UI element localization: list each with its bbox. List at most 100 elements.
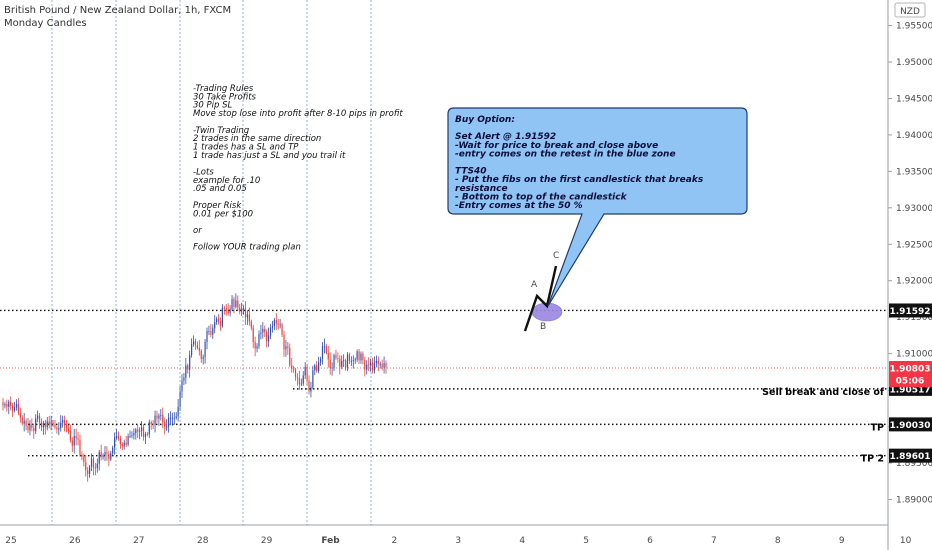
time-tick-label: 27: [133, 536, 144, 546]
candle-body: [383, 363, 385, 368]
candle-body: [160, 414, 162, 416]
time-axis[interactable]: 2526272829Feb234567891011: [0, 524, 932, 546]
candle-body: [77, 438, 79, 440]
candle-body: [302, 375, 304, 384]
candle-body: [154, 415, 156, 426]
candle-body: [150, 422, 152, 425]
candle-body: [37, 415, 39, 419]
candle-body: [229, 309, 231, 314]
candle-body: [42, 422, 45, 428]
candle-body: [94, 467, 96, 469]
time-tick-label: 26: [69, 536, 81, 546]
price-levels: Sell break and close of TP TP 2: [0, 309, 888, 465]
candle-body: [252, 327, 254, 342]
candle-body: [212, 328, 214, 335]
candle-body: [258, 333, 260, 347]
candle-body: [310, 387, 312, 392]
candle-body: [40, 422, 43, 428]
callout-line: Set Alert @ 1.91592: [455, 132, 556, 142]
pattern-label-b: B: [540, 322, 546, 332]
candle-body: [262, 328, 264, 333]
candle-body: [254, 341, 256, 349]
candle-body: [38, 415, 41, 423]
level-tag: 1.89601: [890, 452, 931, 462]
time-tick-label: 2: [392, 536, 398, 546]
candle-body: [104, 452, 106, 455]
candle-body: [29, 424, 31, 431]
candle-body: [352, 360, 354, 362]
candle-body: [279, 324, 281, 326]
price-axis[interactable]: 1.890001.895001.900001.905001.910001.915…: [887, 0, 932, 550]
callout-line: -Wait for price to break and close above: [455, 141, 658, 151]
time-tick-label: 29: [261, 536, 273, 546]
candle-body: [375, 360, 377, 364]
drawings: A B C: [447, 107, 748, 332]
candle-body: [179, 391, 181, 407]
candle-body: [244, 308, 247, 318]
callout-line: Buy Option:: [455, 115, 515, 125]
candle-body: [148, 422, 150, 435]
candle-body: [69, 430, 71, 441]
candles: [2, 293, 387, 482]
candle-body: [331, 367, 333, 369]
time-tick-label: 9: [839, 536, 845, 546]
level-tag-box: [889, 417, 932, 432]
candle-body: [231, 298, 233, 310]
time-tick-label: 5: [583, 536, 589, 546]
price-tick-label: 1.91500: [896, 313, 932, 323]
candle-body: [233, 298, 235, 307]
candle-body: [314, 365, 316, 371]
candle-body: [65, 424, 68, 429]
candle-body: [146, 433, 148, 435]
level-tag-box: [889, 303, 932, 318]
candle-body: [373, 363, 376, 371]
candle-body: [356, 351, 358, 360]
candle-body: [202, 357, 204, 359]
candle-body: [239, 307, 241, 312]
candle-body: [198, 347, 200, 351]
candle-body: [158, 415, 160, 419]
candle-body: [189, 355, 191, 370]
level-tag: 1.90517: [890, 385, 931, 395]
candle-body: [169, 417, 172, 419]
candle-body: [58, 428, 60, 430]
candle-body: [152, 424, 154, 426]
candle-body: [123, 442, 125, 447]
note-line: Move stop lose into profit after 8-10 pi…: [193, 109, 403, 119]
candle-body: [106, 452, 108, 454]
candle-body: [62, 420, 64, 423]
candle-body: [296, 376, 299, 378]
candle-body: [192, 341, 195, 345]
price-tick-label: 1.94000: [896, 131, 932, 141]
candle-body: [333, 355, 335, 368]
chart-title: British Pound / New Zealand Dollar, 1h, …: [4, 5, 231, 16]
candle-body: [194, 341, 197, 345]
note-line: or: [193, 226, 202, 236]
price-tick-label: 1.89500: [896, 459, 932, 469]
currency-badge: NZD: [900, 7, 920, 17]
note-line: -Twin Trading: [193, 126, 250, 136]
candle-body: [321, 346, 324, 359]
candle-body: [366, 364, 368, 370]
callout-line: - Put the fibs on the first candlestick …: [455, 175, 704, 185]
candle-body: [142, 427, 145, 437]
candle-body: [196, 344, 198, 348]
candle-body: [325, 346, 327, 353]
candle-body: [289, 347, 291, 366]
level-tag: 1.90030: [890, 421, 931, 431]
candle-body: [285, 346, 287, 350]
candle-body: [90, 458, 93, 467]
candle-body: [248, 314, 250, 322]
candle-body: [185, 365, 187, 378]
candle-body: [171, 417, 173, 419]
candle-body: [177, 406, 179, 417]
candle-body: [129, 436, 131, 437]
candle-body: [100, 452, 102, 458]
candle-body: [221, 307, 224, 326]
callout-line: -entry comes on the retest in the blue z…: [455, 149, 676, 159]
countdown: 05:06: [896, 377, 925, 387]
candle-body: [67, 428, 70, 431]
time-tick-label: 28: [197, 536, 209, 546]
candle-body: [4, 403, 6, 406]
